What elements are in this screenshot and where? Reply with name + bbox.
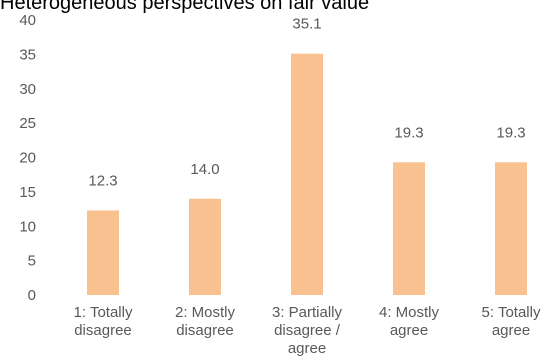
bar — [87, 210, 119, 295]
data-label: 12.3 — [88, 172, 117, 189]
y-tick-label: 25 — [19, 115, 36, 132]
data-label: 19.3 — [496, 124, 525, 141]
x-axis-categories: 1: Totally disagree 2: Mostly disagree 3: Pa… — [74, 304, 541, 357]
y-tick-label: 20 — [19, 150, 36, 167]
x-category-label: 3: Partially disagree / agree — [272, 304, 343, 357]
bars — [87, 53, 527, 295]
bar — [393, 162, 425, 295]
data-label: 35.1 — [292, 16, 321, 33]
x-category-label: 2: Mostly disagree — [175, 304, 236, 339]
data-label: 14.0 — [190, 161, 219, 178]
bar — [291, 53, 323, 295]
data-labels: 12.3 14.0 35.1 19.3 19.3 — [88, 16, 525, 190]
y-tick-label: 35 — [19, 46, 36, 63]
y-axis: 0 5 10 15 20 25 30 35 40 — [19, 12, 36, 304]
data-label: 19.3 — [394, 124, 423, 141]
y-tick-label: 40 — [19, 12, 36, 29]
y-tick-label: 10 — [19, 218, 36, 235]
y-tick-label: 5 — [28, 253, 36, 270]
x-category-label: 1: Totally disagree — [74, 304, 133, 339]
chart-title: Heterogeneous perspectives on fair value — [0, 0, 369, 14]
bar — [495, 162, 527, 295]
y-tick-label: 30 — [19, 81, 36, 98]
y-tick-label: 0 — [28, 287, 36, 304]
bar — [189, 198, 221, 295]
y-tick-label: 15 — [19, 184, 36, 201]
x-category-label: 5: Totally agree — [482, 304, 541, 339]
x-category-label: 4: Mostly agree — [379, 304, 440, 339]
